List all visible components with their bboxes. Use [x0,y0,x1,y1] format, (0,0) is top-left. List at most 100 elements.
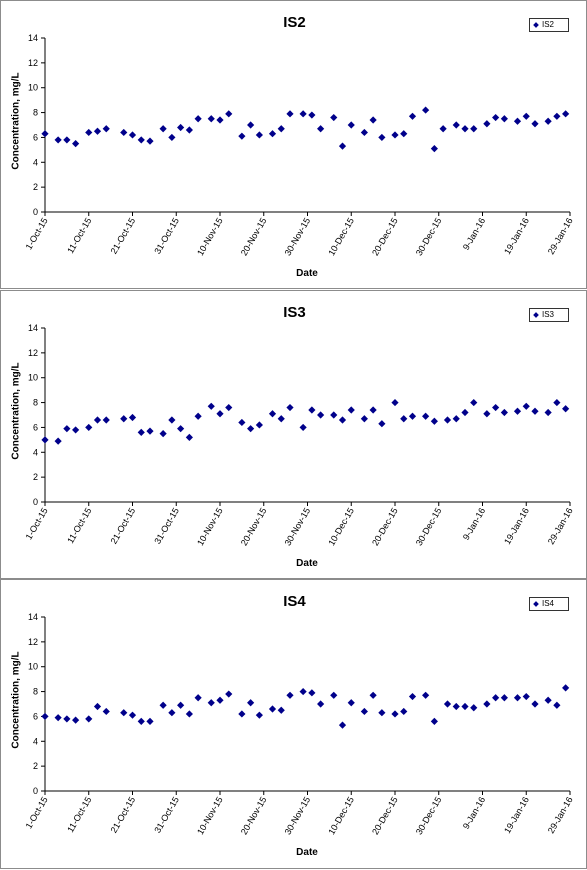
x-tick-label: 21-Oct-15 [109,506,138,546]
data-point [470,398,478,407]
data-point [513,117,522,125]
data-point [378,133,386,142]
data-point [470,125,478,133]
data-point [85,423,93,432]
y-tick-label: 0 [33,497,38,507]
data-point [137,136,145,144]
x-tick-label: 1-Oct-15 [24,506,50,541]
data-point [85,715,93,723]
data-point [531,700,539,708]
data-point [63,136,71,144]
y-tick-label: 8 [33,398,38,408]
data-point [408,112,417,120]
x-tick-label: 11-Oct-15 [65,795,93,834]
y-tick-label: 6 [33,132,38,142]
x-tick-label: 10-Nov-15 [195,216,225,257]
y-tick-label: 12 [28,637,38,647]
legend: IS2 [529,18,569,32]
data-point [120,128,128,137]
data-point [194,694,202,702]
x-tick-label: 30-Dec-15 [414,216,444,257]
legend-diamond-icon [533,601,539,607]
data-point [492,403,500,412]
data-point [492,113,500,122]
data-point [461,125,469,133]
x-tick-label: 20-Dec-15 [370,506,400,547]
data-point [54,437,62,445]
x-tick-label: 9-Jan-16 [461,506,487,542]
data-point [225,403,233,412]
data-point [360,128,368,137]
data-point [63,425,71,433]
data-point [483,410,491,418]
data-point [146,427,154,435]
data-point [330,691,338,699]
chart-panel-is4: 0 2 4 6 8 10 12 14 1-Oct-15 11-Oct-15 21-Oct-15 31-… [0,579,587,869]
x-tick-label: 29-Jan-16 [546,506,575,546]
x-tick-label: 9-Jan-16 [461,795,487,831]
data-point [430,417,438,425]
data-point [500,408,508,417]
data-point [391,131,399,139]
x-tick-label: 29-Jan-16 [546,795,575,835]
data-point [483,120,491,128]
data-point [299,110,307,118]
legend-entry: IS2 [542,20,555,29]
data-point [317,125,325,133]
data-point [443,416,452,424]
data-point [347,121,355,129]
data-point [317,700,325,708]
y-tick-label: 12 [28,348,38,358]
chart-svg-is4: 0 2 4 6 8 10 12 14 1-Oct-15 11-Oct-15 21-Oct-15 31-… [24,612,575,836]
data-point [185,126,193,134]
chart-svg-is3: 0 2 4 6 8 10 12 14 1-Oct-15 11-Oct-15 21-Oct-15 31-… [24,323,575,547]
data-point [544,117,552,125]
data-point [194,115,202,123]
data-point [177,123,185,132]
data-point [562,110,570,118]
y-tick-label: 2 [33,761,38,771]
y-tick-label: 4 [33,447,38,457]
data-point [194,412,202,420]
data-point [238,710,246,718]
data-point [308,406,316,414]
x-tick-label: 20-Dec-15 [370,216,400,257]
data-point [93,702,102,711]
data-point [41,130,49,138]
x-axis-label-text: Date [296,558,318,569]
data-point [159,701,167,709]
data-point [72,716,80,724]
data-point [338,142,347,150]
x-axis-label-text: Date [296,847,318,858]
data-point [443,700,452,708]
data-point [378,420,386,428]
data-point [330,411,338,419]
data-point [553,112,561,120]
data-point [168,709,176,717]
data-point [317,411,325,419]
data-point [369,116,377,124]
data-point [338,416,347,424]
data-point [277,125,285,133]
x-tick-label: 10-Dec-15 [326,506,356,547]
x-tick-label: 30-Nov-15 [283,795,313,836]
chart-title: IS3 [283,304,306,321]
data-point [430,717,438,725]
x-tick-label: 20-Nov-15 [239,506,269,547]
data-point [146,137,154,145]
data-point [225,690,233,698]
data-point [216,116,224,124]
x-tick-label: 30-Dec-15 [414,506,444,547]
x-tick-label: 30-Nov-15 [283,506,313,547]
data-point [422,106,430,114]
data-point [531,407,539,415]
data-point [247,425,255,433]
data-point [128,131,137,139]
data-point [255,421,263,429]
y-tick-label: 4 [33,157,38,167]
x-tick-label: 30-Dec-15 [414,795,444,836]
data-point [492,694,500,702]
y-tick-label: 10 [28,83,38,93]
data-point [207,402,215,410]
legend: IS4 [529,597,569,611]
